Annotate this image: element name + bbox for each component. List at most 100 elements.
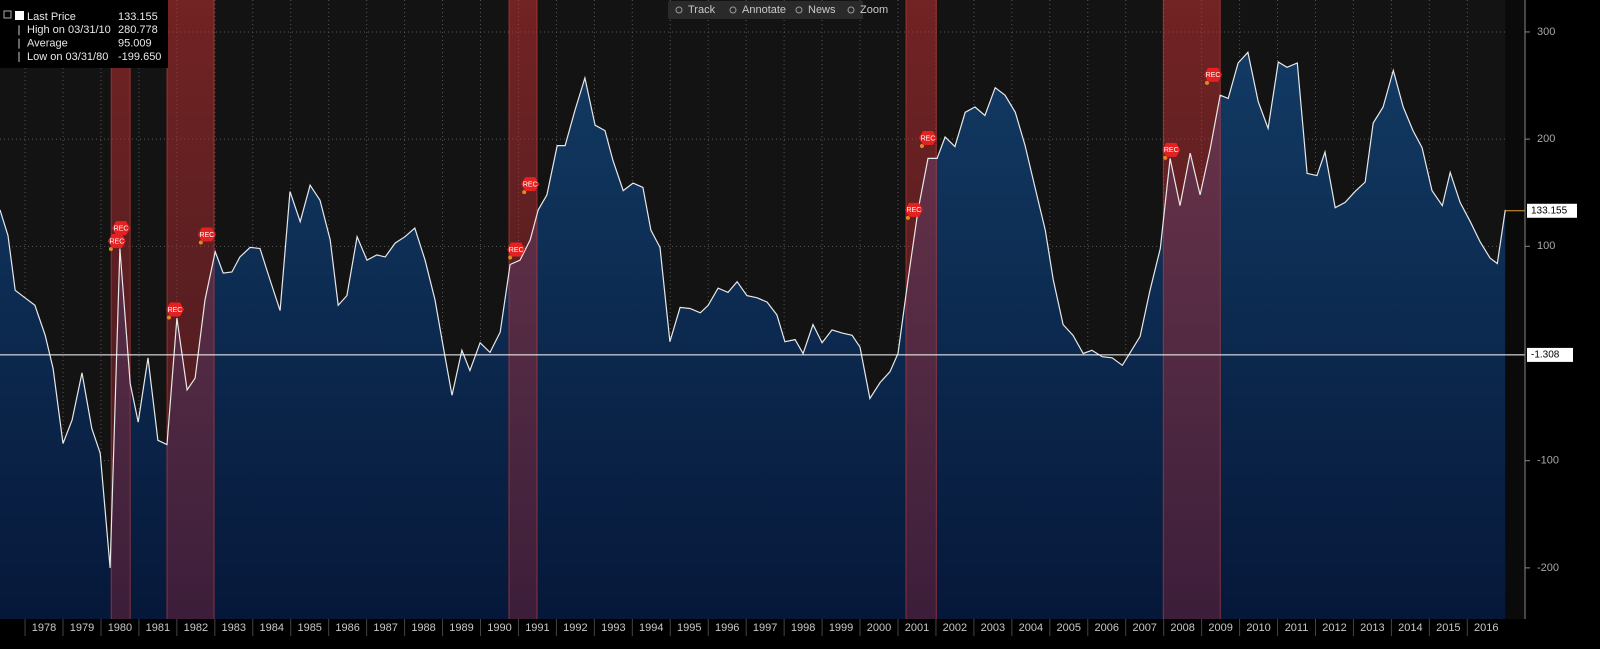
x-tick-label: 2006 (1095, 622, 1119, 634)
annotation-label: REC (509, 247, 524, 254)
x-tick-label: 2016 (1474, 622, 1498, 634)
toolbar-button[interactable]: Annotate (742, 4, 786, 16)
toolbar-button[interactable]: News (808, 4, 836, 16)
annotation-label: REC (168, 307, 183, 314)
legend-swatch (15, 11, 24, 20)
annotation-marker[interactable] (165, 302, 184, 317)
legend-label: Average (27, 38, 68, 50)
annotation-marker[interactable] (112, 221, 131, 236)
toolbar: Track Annotate News Zoom (668, 1, 888, 19)
annotation-label: REC (114, 225, 129, 232)
annotation-label: REC (907, 207, 922, 214)
x-tick-label: 2015 (1436, 622, 1460, 634)
recession-band (905, 0, 937, 619)
x-tick-label: 1981 (146, 622, 170, 634)
annotation-label: REC (523, 181, 538, 188)
legend-label: Last Price (27, 11, 76, 23)
annotation-label: REC (110, 238, 125, 245)
annotation-marker[interactable] (1162, 142, 1181, 157)
annotation-label: REC (921, 135, 936, 142)
legend-value: 133.155 (118, 11, 158, 23)
x-tick-label: 1998 (791, 622, 815, 634)
annotation-marker[interactable] (107, 233, 126, 248)
x-tick-label: 1983 (222, 622, 246, 634)
x-axis-background (0, 619, 1525, 649)
x-tick-label: 2002 (943, 622, 967, 634)
annotation-label: REC (199, 232, 214, 239)
recession-band (111, 0, 131, 619)
legend-value: -199.650 (118, 51, 161, 63)
reference-label: -1.308 (1531, 350, 1560, 361)
x-tick-label: 1992 (563, 622, 587, 634)
line (0, 51, 1506, 568)
toolbar-icon (675, 6, 683, 14)
y-tick-label: 200 (1537, 133, 1555, 145)
x-tick-label: 1982 (184, 622, 208, 634)
x-tick-label: 2012 (1322, 622, 1346, 634)
legend-label: Low on 03/31/80 (27, 51, 108, 63)
y-tick-label: 300 (1537, 26, 1555, 38)
x-tick-label: 1980 (108, 622, 132, 634)
x-tick-label: 2008 (1170, 622, 1194, 634)
legend-box (0, 0, 168, 68)
annotation-label: REC (1206, 72, 1221, 79)
y-tick-label: 100 (1537, 240, 1555, 252)
recession-band (508, 0, 538, 619)
legend: Last Price 133.155 High on 03/31/10 280.778… (0, 0, 168, 68)
x-tick-label: 1985 (297, 622, 321, 634)
x-tick-label: 2005 (1057, 622, 1081, 634)
annotation-marker[interactable] (507, 242, 526, 257)
x-tick-label: 1987 (373, 622, 397, 634)
annotation-marker[interactable] (918, 131, 937, 146)
y-tick-label: -100 (1537, 455, 1559, 467)
area (0, 52, 1506, 620)
x-tick-label: 2003 (981, 622, 1005, 634)
x-tick-label: 1997 (753, 622, 777, 634)
x-tick-label: 1979 (70, 622, 94, 634)
toolbar-button[interactable]: Zoom (860, 4, 888, 16)
annotation-marker[interactable] (904, 202, 923, 217)
recession-band (1163, 0, 1221, 619)
x-tick-label: 2014 (1398, 622, 1422, 634)
x-tick-label: 1989 (449, 622, 473, 634)
annotation-marker[interactable] (1204, 67, 1223, 82)
toolbar-button[interactable]: Track (688, 4, 716, 16)
annotation-marker[interactable] (521, 177, 540, 192)
x-tick-label: 2004 (1019, 622, 1043, 634)
y-tick-label: -200 (1537, 562, 1559, 574)
x-tick-label: 2001 (905, 622, 929, 634)
legend-toggle[interactable] (3, 10, 12, 19)
x-tick-label: 2007 (1132, 622, 1156, 634)
x-tick-label: 1978 (32, 622, 56, 634)
x-tick-label: 1996 (715, 622, 739, 634)
x-tick-label: 1991 (525, 622, 549, 634)
after-data-region (1505, 0, 1525, 619)
x-tick-label: 2013 (1360, 622, 1384, 634)
toolbar-box (668, 1, 863, 19)
x-tick-label: 1988 (411, 622, 435, 634)
toolbar-icon (847, 6, 855, 14)
x-tick-label: 1986 (335, 622, 359, 634)
last-price-box (1527, 203, 1577, 218)
x-tick-label: 1994 (639, 622, 663, 634)
x-tick-label: 2000 (867, 622, 891, 634)
plot: REC REC REC REC REC REC REC REC REC REC (0, 0, 1525, 620)
reference-label-box (1527, 347, 1573, 362)
x-tick-label: 1995 (677, 622, 701, 634)
legend-value: 95.009 (118, 38, 152, 50)
x-tick-label: 1993 (601, 622, 625, 634)
legend-value: 280.778 (118, 24, 158, 36)
x-tick-label: 2010 (1246, 622, 1270, 634)
annotation-marker[interactable] (197, 227, 216, 242)
x-tick-label: 2009 (1208, 622, 1232, 634)
x-tick-label: 2011 (1285, 622, 1309, 634)
x-tick-label: 1990 (487, 622, 511, 634)
x-tick-label: 1984 (260, 622, 284, 634)
toolbar-icon (729, 6, 737, 14)
toolbar-icon (795, 6, 803, 14)
last-price-label: 133.155 (1531, 205, 1568, 216)
x-tick-label: 1999 (829, 622, 853, 634)
axes: -200 -100 100 200 300 1978 1979 1980 1981 1982 198… (24, 0, 1577, 636)
annotation-label: REC (1164, 147, 1179, 154)
